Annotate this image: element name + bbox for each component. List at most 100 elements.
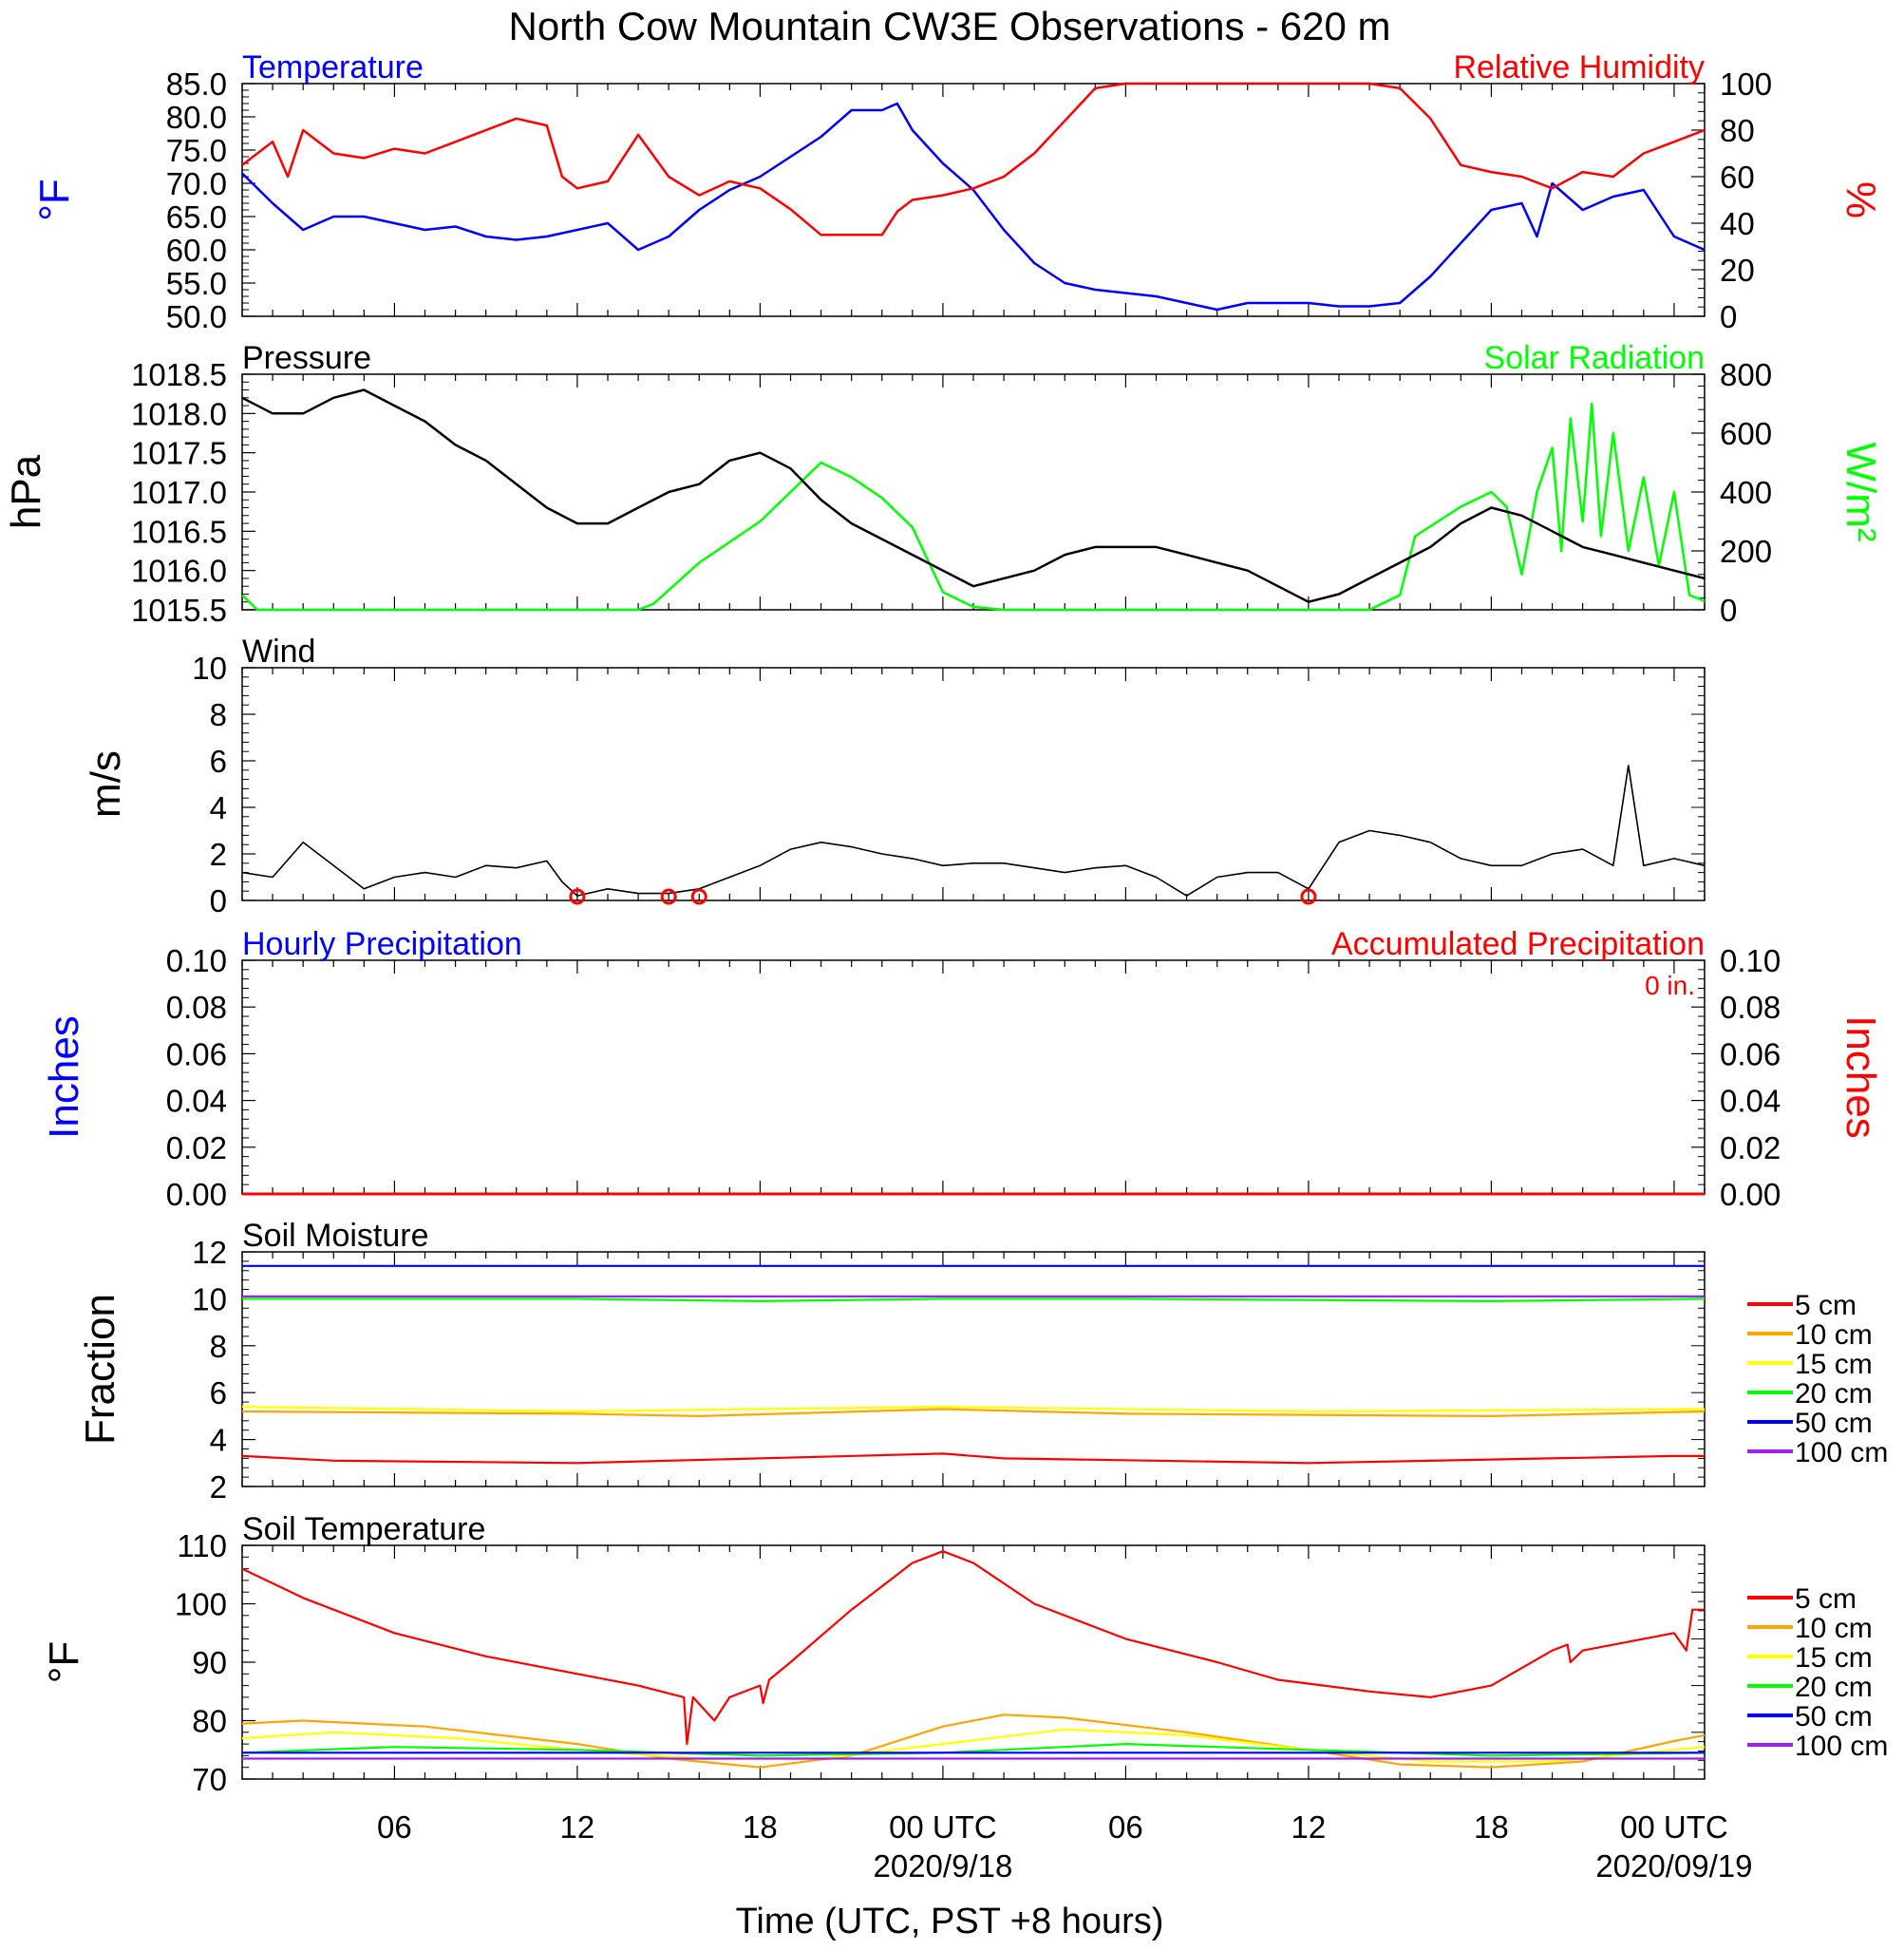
y-tick-label: 50.0	[166, 299, 227, 334]
y-tick-label: 0.04	[1720, 1084, 1781, 1119]
y-axis-label: m/s	[83, 750, 129, 818]
calm-wind-marker	[1300, 888, 1317, 905]
y-tick-label: 80	[1720, 113, 1755, 148]
x-tick-label: 18	[1474, 1809, 1509, 1845]
calm-wind-marker	[569, 888, 586, 905]
panel-title-right: Solar Radiation	[1484, 340, 1705, 376]
plot-frame	[241, 667, 1706, 901]
y-tick-label: 0.00	[1720, 1177, 1781, 1212]
series-line-10-cm	[241, 1408, 1706, 1418]
series-line-relative-humidity	[241, 82, 1706, 237]
y-tick-label: 4	[210, 790, 227, 825]
y-tick-label: 600	[1720, 416, 1772, 451]
x-tick-label: 12	[1291, 1809, 1327, 1845]
y-tick-label: 10	[192, 1281, 227, 1316]
x-tick-label: 06	[377, 1809, 412, 1845]
x-tick-label: 00 UTC	[1620, 1809, 1728, 1845]
panel-title: Soil Temperature	[242, 1511, 485, 1547]
legend-label: 20 cm	[1795, 1378, 1873, 1410]
y-tick-label: 400	[1720, 475, 1772, 510]
y-tick-label: 12	[192, 1235, 227, 1270]
y-tick-label: 70.0	[166, 166, 227, 201]
legend-label: 10 cm	[1795, 1613, 1873, 1644]
y-tick-label: 1016.5	[131, 514, 227, 549]
y-tick-label: 1017.0	[131, 475, 227, 510]
y-tick-label: 40	[1720, 206, 1755, 241]
y-tick-label: 6	[210, 1375, 227, 1410]
y-tick-label: 85.0	[166, 66, 227, 102]
y-axis-label-left: Inches	[41, 1015, 87, 1139]
y-tick-label: 80	[192, 1704, 227, 1739]
y-tick-label: 0.06	[166, 1036, 227, 1071]
y-tick-label: 6	[210, 744, 227, 779]
y-tick-label: 100	[175, 1587, 227, 1622]
y-axis-label: Fraction	[77, 1294, 123, 1445]
legend-label: 50 cm	[1795, 1408, 1873, 1439]
y-tick-label: 1018.5	[131, 357, 227, 392]
y-tick-label: 110	[177, 1528, 227, 1563]
y-tick-label: 1015.5	[131, 593, 227, 628]
figure-title: North Cow Mountain CW3E Observations - 6…	[508, 4, 1390, 48]
series-line-5-cm	[241, 1550, 1705, 1746]
calm-wind-marker	[690, 888, 707, 905]
y-tick-label: 0.02	[1720, 1130, 1781, 1165]
series-line-5-cm	[241, 1452, 1705, 1465]
precipitation-panel: 0.00 0.02 0.04 0.06 0.08 0.10 0.00 0.02 0.04 0.06…	[41, 926, 1884, 1212]
series-line-wind	[241, 765, 1706, 897]
series-line-20-cm	[242, 1297, 1706, 1303]
y-tick-label: 70	[192, 1762, 227, 1797]
y-tick-label: 8	[210, 1329, 227, 1364]
y-tick-label: 800	[1720, 357, 1772, 392]
y-tick-label: 0.02	[166, 1130, 227, 1165]
y-tick-label: 1017.5	[131, 436, 227, 471]
x-date-label: 2020/9/18	[874, 1848, 1013, 1884]
y-tick-label: 0.06	[1720, 1036, 1781, 1071]
y-tick-label: 0.10	[166, 943, 227, 978]
y-axis-label-right: Inches	[1838, 1015, 1884, 1139]
y-tick-label: 65.0	[166, 199, 227, 235]
y-tick-label: 80.0	[166, 100, 227, 135]
x-tick-label: 00 UTC	[889, 1809, 997, 1845]
wind-panel: 0 2 4 6 8 10 Wind m/s	[83, 634, 1706, 918]
y-tick-label: 0	[1720, 593, 1737, 628]
series-line-15-cm	[241, 1728, 1706, 1763]
y-tick-label: 0.00	[166, 1177, 227, 1212]
x-date-label: 2020/09/19	[1595, 1848, 1752, 1884]
series-line-pressure	[241, 388, 1706, 603]
y-tick-label: 100	[1720, 66, 1772, 102]
panel-title-left: Temperature	[242, 49, 424, 85]
plot-frame	[241, 373, 1706, 611]
y-tick-label: 0.08	[166, 990, 227, 1025]
accumulated-total-label: 0 in.	[1645, 971, 1695, 1000]
plot-frame	[241, 1251, 1706, 1487]
x-tick-label: 12	[560, 1809, 595, 1845]
y-tick-label: 60	[1720, 160, 1755, 195]
y-tick-label: 0.04	[166, 1084, 227, 1119]
y-tick-label: 200	[1720, 534, 1772, 569]
legend-label: 100 cm	[1795, 1437, 1888, 1468]
y-tick-label: 20	[1720, 253, 1755, 288]
plot-frame	[241, 1544, 1706, 1780]
y-axis-label-right: W/m²	[1838, 442, 1884, 541]
panel-title-left: Hourly Precipitation	[242, 926, 522, 962]
y-tick-label: 90	[192, 1645, 227, 1680]
series-line-solar-radiation	[241, 402, 1706, 612]
plot-frame	[241, 83, 1706, 317]
calm-wind-marker	[660, 888, 677, 905]
series-line-20-cm	[241, 1742, 1706, 1757]
y-tick-label: 1018.0	[131, 396, 227, 431]
y-tick-label: 0	[210, 883, 227, 918]
y-tick-label: 4	[210, 1423, 227, 1458]
plot-frame	[241, 959, 1706, 1195]
temperature-humidity-panel: 50.055.060.065.070.075.080.085.0 0 20 40 60 8…	[31, 49, 1884, 334]
y-axis-label-left: °F	[31, 179, 78, 220]
y-tick-label: 2	[210, 837, 227, 872]
legend-label: 20 cm	[1795, 1672, 1873, 1703]
y-tick-label: 1016.0	[131, 554, 227, 589]
panel-title-right: Relative Humidity	[1453, 49, 1705, 85]
